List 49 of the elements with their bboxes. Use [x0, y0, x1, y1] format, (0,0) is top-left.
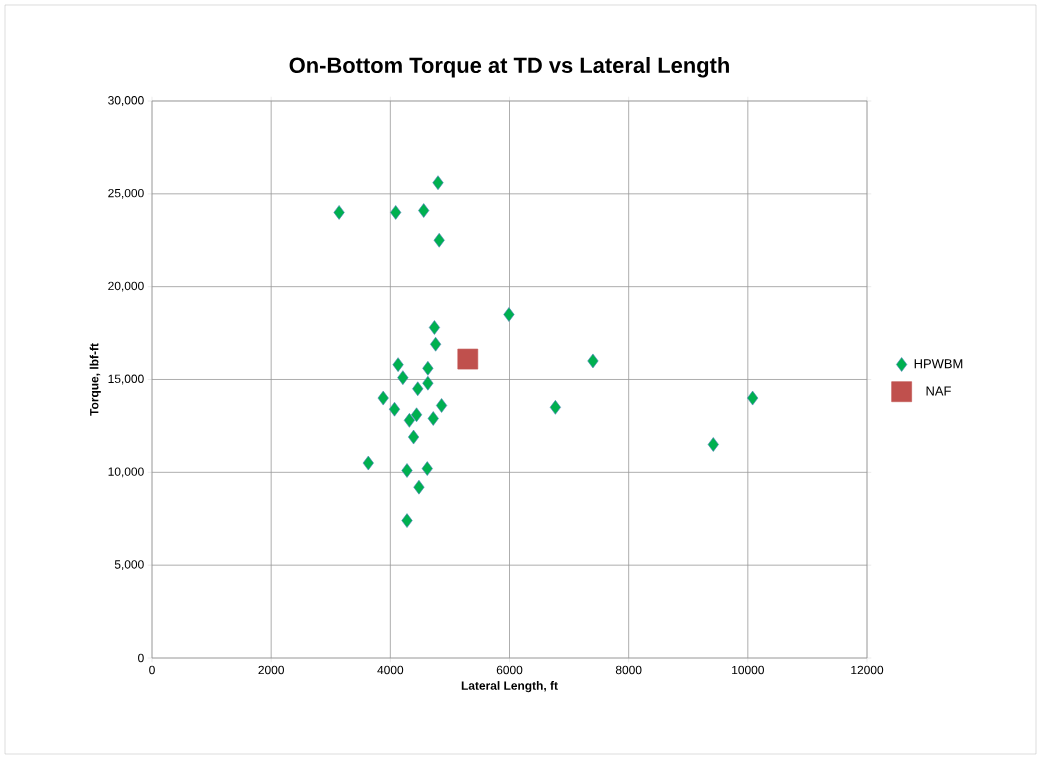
- point: [418, 203, 430, 218]
- point: [457, 348, 479, 370]
- point: [430, 336, 442, 352]
- x-tick-label: 6000: [496, 665, 523, 675]
- point: [390, 205, 402, 220]
- point: [401, 513, 413, 528]
- point: [388, 401, 401, 417]
- point: [433, 232, 445, 248]
- point: [411, 407, 423, 423]
- y-axis-title: Torque, lbf-ft: [89, 343, 101, 416]
- point: [587, 353, 599, 369]
- point: [421, 461, 433, 476]
- y-tick-label: 0: [138, 653, 144, 663]
- point: [747, 390, 759, 406]
- point: [422, 361, 434, 376]
- point: [413, 479, 425, 495]
- x-tick-label: 10000: [732, 665, 764, 675]
- point: [549, 400, 561, 415]
- point: [408, 429, 420, 445]
- point: [428, 320, 440, 335]
- x-tick-label: 12000: [851, 665, 884, 675]
- point: [362, 455, 374, 471]
- x-tick-label: 4000: [377, 665, 404, 675]
- point: [392, 357, 404, 372]
- point: [397, 370, 409, 385]
- y-tick-label: 10,000: [108, 467, 144, 478]
- point: [333, 205, 345, 220]
- legend-label: HPWBM: [914, 359, 963, 369]
- point: [432, 175, 444, 190]
- chart-title: On-Bottom Torque at TD vs Lateral Length: [289, 56, 729, 78]
- y-tick-label: 5,000: [114, 560, 144, 571]
- point: [401, 463, 413, 478]
- x-tick-label: 8000: [615, 665, 642, 675]
- x-tick-label: 2000: [258, 665, 284, 675]
- y-tick-label: 15,000: [108, 374, 144, 385]
- y-tick-label: 25,000: [108, 188, 144, 199]
- point: [427, 411, 439, 426]
- y-tick-label: 20,000: [108, 281, 144, 292]
- point: [412, 381, 424, 397]
- point: [403, 413, 415, 428]
- point: [707, 437, 719, 452]
- x-tick-label: 0: [149, 665, 155, 675]
- point: [436, 398, 448, 413]
- x-axis-title: Lateral Length, ft: [461, 681, 558, 693]
- point: [503, 307, 515, 322]
- y-tick-label: 30,000: [108, 96, 144, 106]
- legend-label: NAF: [926, 386, 951, 396]
- point: [377, 390, 389, 406]
- point: [422, 375, 434, 391]
